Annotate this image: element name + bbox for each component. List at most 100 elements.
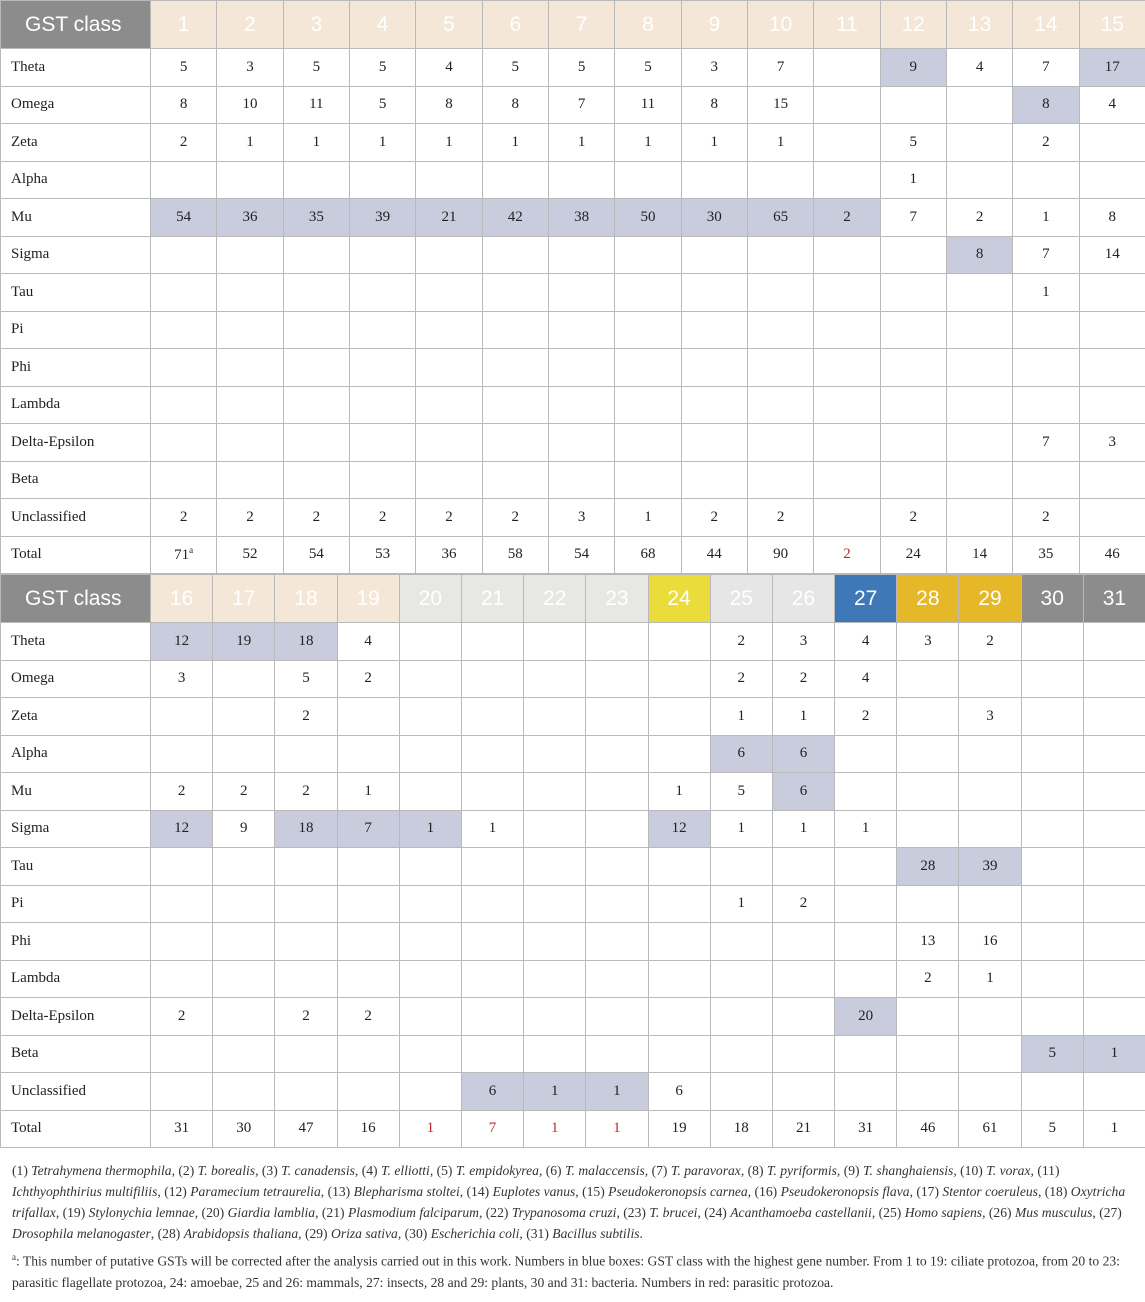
gst-class-header: GST class xyxy=(0,574,151,623)
table-cell xyxy=(945,423,1014,462)
table-cell: 9 xyxy=(879,48,947,87)
cell-value: 2 xyxy=(843,208,851,225)
table-cell xyxy=(813,310,881,349)
species-name: T. elliotti xyxy=(380,1163,430,1178)
cell-value: 2 xyxy=(924,970,932,987)
cell-value: 17 xyxy=(1104,58,1120,75)
cell-value: 5 xyxy=(644,58,652,75)
cell-value: 2 xyxy=(445,508,453,525)
table-cell xyxy=(958,772,1022,811)
table-cell xyxy=(398,1034,462,1073)
table-cell xyxy=(336,922,400,961)
species-number: (6) xyxy=(545,1163,562,1178)
table-cell xyxy=(1082,809,1145,848)
row-label: Omega xyxy=(0,659,151,698)
cell-value: 7 xyxy=(1042,58,1050,75)
cell-value: 1 xyxy=(799,707,808,724)
table-cell: 18 xyxy=(274,622,338,661)
table-cell: 90 xyxy=(746,535,815,574)
row-label: Mu xyxy=(0,198,151,237)
cell-value: 1 xyxy=(246,133,254,150)
table-cell xyxy=(149,1072,214,1111)
species-number: (31) xyxy=(526,1226,549,1241)
table-cell xyxy=(879,235,947,274)
table-cell xyxy=(460,884,525,923)
table-cell: 5 xyxy=(348,48,417,87)
table-cell xyxy=(958,734,1022,773)
table-cell: 5 xyxy=(348,85,417,124)
cell-value: 1 xyxy=(312,133,321,150)
table-cell xyxy=(415,235,483,274)
table-cell: 7 xyxy=(336,809,400,848)
table-cell xyxy=(746,160,815,199)
table-cell xyxy=(547,273,616,312)
table-cell: 38 xyxy=(547,198,616,237)
species-number: (29) xyxy=(304,1226,328,1241)
cell-value: 14 xyxy=(1104,246,1120,263)
species-number: (9) xyxy=(843,1163,860,1178)
table-cell xyxy=(1078,460,1145,499)
species-number: (3) xyxy=(261,1163,278,1178)
table-cell: 65 xyxy=(746,198,815,237)
cell-value: 2 xyxy=(975,208,984,225)
species-number: (1) xyxy=(12,1163,28,1178)
table-cell xyxy=(647,659,711,698)
species-name: Stentor coeruleus xyxy=(942,1184,1038,1199)
table-cell xyxy=(216,235,284,274)
cell-value: 38 xyxy=(574,208,590,225)
table-cell xyxy=(547,160,616,199)
table-cell xyxy=(1078,160,1145,199)
species-column-header: 9 xyxy=(680,0,748,49)
cell-value: 39 xyxy=(982,857,998,874)
table-cell xyxy=(212,922,276,961)
species-column-header: 2 xyxy=(216,0,284,49)
table-cell xyxy=(680,160,748,199)
table-cell: 7 xyxy=(1012,235,1080,274)
table-cell xyxy=(958,997,1022,1036)
table-row: Theta 12 19 18 4 2 3 4 3 2 xyxy=(0,622,1145,661)
table-cell xyxy=(585,884,649,923)
table-cell xyxy=(746,235,815,274)
species-number: (20) xyxy=(201,1205,225,1220)
table-cell xyxy=(1082,922,1145,961)
table-cell: 3 xyxy=(771,622,836,661)
table-cell xyxy=(523,809,587,848)
table-cell: 8 xyxy=(945,235,1014,274)
table-cell: 1 xyxy=(1082,1034,1145,1073)
table-cell xyxy=(523,734,587,773)
row-label: Phi xyxy=(0,922,151,961)
footnote: a: This number of putative GSTs will be … xyxy=(12,1247,1135,1293)
cell-value: 54 xyxy=(308,546,324,563)
row-label: Pi xyxy=(0,310,151,349)
table-cell xyxy=(460,959,525,998)
table-cell: 2 xyxy=(945,198,1014,237)
cell-value: 13 xyxy=(920,932,936,949)
species-number: (30) xyxy=(404,1226,428,1241)
table-cell xyxy=(460,922,525,961)
table-cell xyxy=(1078,273,1145,312)
table-cell: 2 xyxy=(274,772,338,811)
cell-value: 1 xyxy=(364,782,372,799)
table-cell xyxy=(879,348,947,387)
species-name: T. pyriformis xyxy=(766,1163,837,1178)
species-number: (24) xyxy=(704,1205,727,1220)
table-cell xyxy=(1020,997,1084,1036)
table-cell xyxy=(945,123,1014,162)
cell-value: 6 xyxy=(675,1082,683,1099)
table-cell xyxy=(1078,348,1145,387)
cell-value: 1 xyxy=(577,133,586,150)
table-cell: 2 xyxy=(149,772,214,811)
cell-value: 2 xyxy=(302,1007,310,1024)
cell-value: 20 xyxy=(858,1007,874,1024)
table-cell xyxy=(1012,385,1080,424)
table-cell: 7 xyxy=(460,1109,525,1148)
table-cell: 1 xyxy=(958,959,1022,998)
table-cell xyxy=(1020,697,1084,736)
row-label: Theta xyxy=(0,48,151,87)
table-cell xyxy=(1020,734,1084,773)
table-cell: 39 xyxy=(348,198,417,237)
table-cell xyxy=(647,922,711,961)
table-cell xyxy=(149,922,214,961)
species-name: Euplotes vanus xyxy=(492,1184,576,1199)
table-cell: 1 xyxy=(879,160,947,199)
